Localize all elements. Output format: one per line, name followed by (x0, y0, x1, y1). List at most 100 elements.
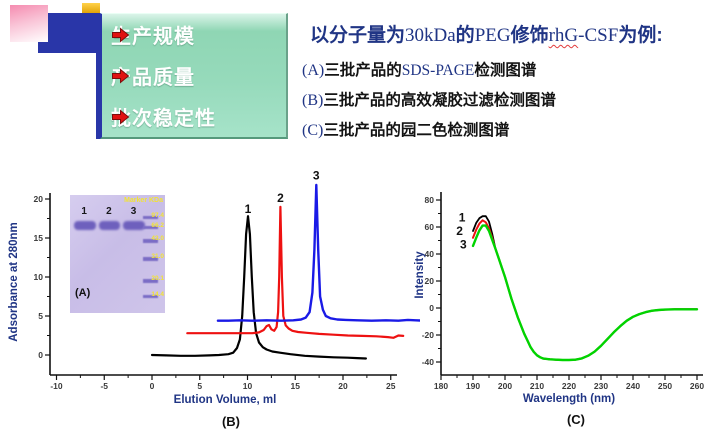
bullet-label: 产品质量 (111, 67, 195, 89)
gel-marker-weight-label: 43.0 (151, 235, 164, 243)
item-text: 三批产品的高效凝胶过滤检测图谱 (323, 92, 556, 109)
gel-panel-label: (A) (75, 287, 91, 299)
gel-lane-label: 3 (130, 206, 137, 217)
x-tick-label: 250 (658, 381, 672, 391)
series-line-2 (186, 205, 405, 339)
item-prefix: (C) (302, 122, 324, 139)
intro-text-block: 以分子量为30kDa的PEG修饰rhG-CSF为例: (A)三批产品的SDS-P… (302, 20, 716, 146)
gel-marker-band (143, 279, 159, 283)
x-tick-label: -5 (100, 381, 108, 391)
heading-cjk: 修饰 (510, 25, 549, 46)
x-axis-title: Wavelength (nm) (523, 393, 615, 405)
red-arrow-icon (112, 67, 130, 84)
gel-sample-band (98, 221, 121, 230)
y-tick-label: 0 (38, 350, 43, 360)
y-tick-label: 20 (425, 276, 435, 286)
series-line-3 (471, 224, 699, 362)
corner-accent-yellow (82, 3, 100, 13)
list-item-c: (C)三批产品的园二色检测图谱 (302, 116, 716, 146)
y-axis-title: Adsorbance at 280nm (8, 222, 20, 342)
gel-marker-weight-label: 97.4 (151, 211, 164, 219)
x-tick-label: 5 (197, 381, 202, 391)
peak-label-2: 2 (277, 191, 284, 205)
item-latin: SDS-PAGE (401, 62, 475, 79)
y-tick-label: 60 (425, 222, 435, 232)
gel-marker-band (143, 215, 159, 220)
x-tick-label: 220 (562, 381, 576, 391)
x-tick-label: 180 (434, 381, 448, 391)
gel-marker-band (143, 294, 159, 299)
gel-lane-label: 1 (81, 206, 87, 217)
y-tick-label: 10 (34, 272, 44, 282)
y-tick-label: 40 (425, 249, 435, 259)
y-axis-title: Intensity (414, 251, 426, 299)
red-arrow-icon (112, 108, 130, 125)
gel-marker-band (143, 257, 159, 261)
heading-protein: -CSF (578, 25, 619, 46)
gel-marker-weight-label: 14.4 (151, 290, 164, 298)
red-arrow-icon (112, 26, 130, 43)
y-tick-label: 5 (38, 311, 43, 321)
gel-lane-label: 2 (106, 206, 112, 217)
y-tick-label: 80 (425, 195, 435, 205)
intro-heading: 以分子量为30kDa的PEG修饰rhG-CSF为例: (302, 20, 716, 52)
y-tick-label: 0 (429, 303, 434, 313)
x-tick-label: 190 (466, 381, 480, 391)
y-tick-label: -20 (422, 330, 435, 340)
bullet-panel: 生产规模 产品质量 批次稳定性 (100, 13, 288, 139)
corner-accent-navy-square (38, 13, 104, 53)
peak-label-1: 1 (459, 211, 466, 225)
cd-spectrum-chart: 180 190 200 210 220 230 240 250 260-40-200204060… (414, 192, 704, 427)
series-line-3 (216, 183, 420, 322)
gel-marker-band (143, 239, 159, 243)
list-item: 批次稳定性 (102, 96, 286, 137)
intro-items: (A)三批产品的SDS-PAGE检测图谱 (B)三批产品的高效凝胶过滤检测图谱 … (302, 56, 716, 146)
x-tick-label: 210 (530, 381, 544, 391)
bullet-label: 生产规模 (111, 26, 195, 48)
gel-marker-weight-label: 31.0 (151, 253, 164, 260)
item-prefix: (B) (302, 92, 324, 109)
panel-label: (B) (222, 414, 240, 429)
peak-label-1: 1 (245, 202, 252, 216)
series-line-2 (472, 219, 698, 361)
x-tick-label: 25 (386, 381, 396, 391)
x-axis-title: Elution Volume, ml (174, 394, 277, 406)
x-tick-label: 230 (594, 381, 608, 391)
peak-label-2: 2 (456, 224, 463, 238)
x-tick-label: -10 (50, 381, 63, 391)
peak-label-3: 3 (460, 238, 467, 252)
heading-cjk: 以分子量为 (310, 25, 406, 46)
heading-cjk: 为例: (618, 25, 663, 46)
heading-cjk: 的 (455, 25, 475, 46)
x-tick-label: 0 (150, 381, 155, 391)
x-tick-label: 200 (498, 381, 512, 391)
list-item: 产品质量 (102, 55, 286, 96)
list-item-b: (B)三批产品的高效凝胶过滤检测图谱 (302, 86, 716, 116)
x-tick-label: 15 (291, 381, 301, 391)
peak-label-3: 3 (313, 169, 320, 183)
y-tick-label: 20 (34, 194, 44, 204)
sec-chromatogram-chart: -10 -5 0 5 10 15 20 25 0 5 10 15 20 1 2 3 Elution Volume… (8, 169, 420, 429)
x-tick-label: 20 (338, 381, 348, 391)
y-tick-label: 15 (34, 233, 44, 243)
heading-peg: PEG (474, 25, 511, 46)
gel-sample-band (123, 221, 146, 230)
bullet-label: 批次稳定性 (111, 108, 216, 130)
item-text: 检测图谱 (474, 62, 537, 79)
x-tick-label: 10 (243, 381, 253, 391)
heading-protein-spellcheck: rhG (548, 25, 579, 46)
gel-marker-weight-label: 20.1 (151, 275, 164, 283)
panel-label: (C) (567, 412, 585, 427)
corner-accent-pink-gradient (10, 5, 48, 42)
sds-page-gel-image: Marker KDa (A) 1 2 3 97.4 66.2 43.0 31.0 20.1 14… (70, 195, 165, 313)
gel-marker-weight-label: 66.2 (151, 221, 164, 229)
panel-left-accent (96, 13, 103, 139)
series-line-1 (150, 215, 367, 360)
heading-molweight: 30kDa (405, 25, 456, 46)
item-text: 三批产品的 (324, 62, 402, 79)
x-tick-label: 240 (626, 381, 640, 391)
x-tick-label: 260 (690, 381, 704, 391)
series-line-1 (472, 215, 698, 361)
list-item-a: (A)三批产品的SDS-PAGE检测图谱 (302, 56, 716, 86)
